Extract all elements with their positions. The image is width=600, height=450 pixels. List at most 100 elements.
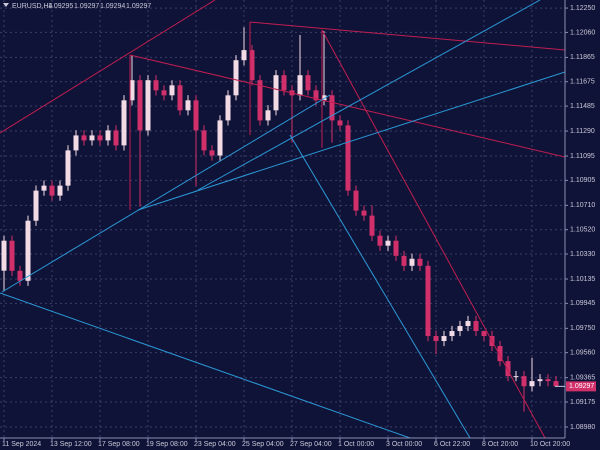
candle-body bbox=[137, 80, 143, 131]
candle-body bbox=[369, 215, 375, 236]
candle-body bbox=[225, 95, 231, 121]
candle-body bbox=[345, 125, 351, 191]
candle-body bbox=[497, 346, 503, 362]
candle-body bbox=[449, 331, 455, 337]
y-tick-label: 1.09365 bbox=[570, 375, 595, 382]
current-price-label: 1.09297 bbox=[569, 383, 594, 390]
candle-body bbox=[321, 95, 327, 101]
trendlines bbox=[0, 0, 565, 438]
candle-body bbox=[249, 50, 255, 81]
candle-body bbox=[121, 100, 127, 146]
y-tick-label: 1.11675 bbox=[570, 79, 595, 86]
current-price-box bbox=[566, 381, 596, 392]
candle-body bbox=[81, 135, 87, 141]
candle-body bbox=[257, 80, 263, 121]
candle-body bbox=[553, 381, 559, 387]
candle-body bbox=[521, 376, 527, 387]
candle-body bbox=[113, 130, 119, 146]
candle-body bbox=[537, 379, 543, 382]
y-tick-label: 1.10710 bbox=[570, 202, 595, 209]
candle-body bbox=[17, 270, 23, 281]
x-tick-label: 11 Sep 2024 bbox=[2, 441, 41, 448]
x-tick-label: 19 Sep 08:00 bbox=[146, 441, 188, 448]
candle-body bbox=[201, 130, 207, 151]
candle-body bbox=[65, 150, 71, 186]
candle-body bbox=[153, 80, 159, 91]
x-tick-label: 17 Sep 08:00 bbox=[98, 441, 140, 448]
trendline bbox=[197, 0, 541, 191]
y-tick-label: 1.09560 bbox=[570, 350, 595, 357]
candle-body bbox=[41, 185, 47, 191]
candle-body bbox=[529, 381, 535, 387]
candle-body bbox=[209, 150, 215, 156]
candle-body bbox=[513, 376, 519, 378]
candles bbox=[1, 27, 559, 412]
x-tick-label: 10 Oct 20:00 bbox=[530, 441, 570, 448]
candle-body bbox=[185, 100, 191, 111]
candle-body bbox=[545, 379, 551, 382]
candle-body bbox=[385, 240, 391, 246]
candle-body bbox=[433, 336, 439, 342]
candle-body bbox=[73, 135, 79, 151]
trendline bbox=[289, 134, 471, 438]
menu-icon bbox=[3, 3, 9, 7]
y-tick-label: 1.10905 bbox=[570, 177, 595, 184]
candle-body bbox=[217, 120, 223, 156]
candle-body bbox=[33, 190, 39, 221]
y-tick-label: 1.09175 bbox=[570, 399, 595, 406]
candle-body bbox=[233, 60, 239, 96]
x-tick-label: 8 Oct 20:00 bbox=[482, 441, 518, 448]
y-tick-label: 1.10135 bbox=[570, 276, 595, 283]
candle-body bbox=[361, 210, 367, 216]
candle-body bbox=[57, 185, 63, 196]
candle-body bbox=[329, 95, 335, 121]
trendline bbox=[129, 54, 565, 158]
y-tick-label: 1.12250 bbox=[570, 5, 595, 12]
x-tick-label: 23 Sep 04:00 bbox=[194, 441, 236, 448]
candle-body bbox=[409, 258, 415, 266]
candle-body bbox=[273, 75, 279, 111]
trendline bbox=[137, 71, 565, 211]
candle-body bbox=[377, 235, 383, 246]
candle-body bbox=[441, 336, 447, 342]
candle-body bbox=[49, 185, 55, 196]
candle-body bbox=[401, 255, 407, 266]
x-tick-label: 13 Sep 12:00 bbox=[50, 441, 92, 448]
y-tick-label: 1.10520 bbox=[570, 227, 595, 234]
y-tick-label: 1.08980 bbox=[570, 424, 595, 431]
candle-body bbox=[97, 135, 103, 141]
candle-body bbox=[105, 130, 111, 141]
candle-body bbox=[297, 75, 303, 96]
y-tick-label: 1.11485 bbox=[570, 103, 595, 110]
header-value: 1.09295 bbox=[48, 3, 73, 10]
header-value: 1.09297 bbox=[74, 3, 99, 10]
candle-body bbox=[457, 326, 463, 332]
candle-body bbox=[193, 100, 199, 131]
candle-body bbox=[89, 135, 95, 141]
candle-body bbox=[305, 75, 311, 91]
candle-body bbox=[145, 80, 151, 131]
x-tick-label: 27 Sep 04:00 bbox=[290, 441, 332, 448]
header-value: 1.09294 bbox=[100, 3, 125, 10]
y-tick-label: 1.11865 bbox=[570, 54, 595, 61]
y-tick-label: 1.09750 bbox=[570, 325, 595, 332]
candle-body bbox=[417, 258, 423, 266]
candle-body bbox=[177, 85, 183, 111]
candle-body bbox=[25, 220, 31, 281]
trendline bbox=[0, 0, 216, 134]
candle-body bbox=[481, 331, 487, 337]
candle-body bbox=[1, 240, 7, 271]
candle-body bbox=[473, 321, 479, 332]
trendline bbox=[0, 292, 411, 438]
candle-body bbox=[265, 110, 271, 121]
trendline bbox=[249, 21, 565, 51]
candle-body bbox=[337, 120, 343, 126]
candle-body bbox=[505, 361, 511, 377]
candle-body bbox=[425, 265, 431, 337]
candle-body bbox=[241, 50, 247, 61]
chart-title: EURUSD,H4 bbox=[12, 3, 53, 10]
candle-body bbox=[393, 240, 399, 256]
x-tick-label: 3 Oct 00:00 bbox=[386, 441, 422, 448]
candle-body bbox=[465, 321, 471, 327]
header-value: 1.09297 bbox=[126, 3, 151, 10]
